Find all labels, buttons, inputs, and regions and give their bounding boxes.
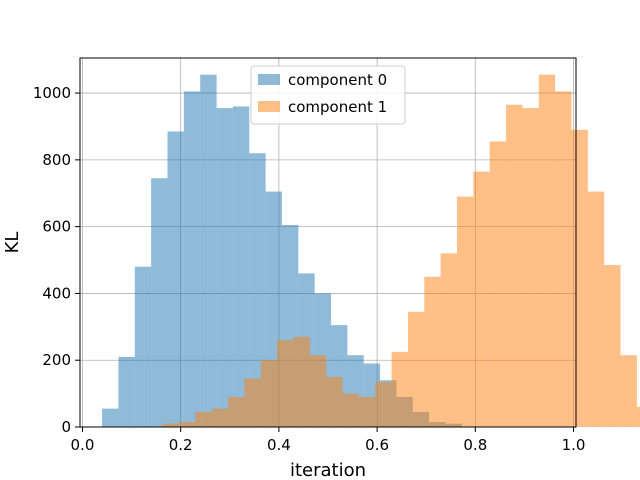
histogram-bar	[489, 141, 507, 427]
histogram-bar	[277, 340, 294, 427]
y-tick-label: 1000	[33, 84, 71, 102]
histogram-bar	[167, 131, 184, 427]
histogram-bar	[309, 355, 327, 427]
histogram-bar	[555, 91, 572, 427]
histogram-bar	[216, 108, 233, 427]
histogram-bar	[457, 196, 474, 427]
histogram-bar	[571, 129, 588, 427]
histogram-bar	[440, 253, 458, 427]
histogram-bar	[424, 276, 441, 427]
y-tick-label: 800	[42, 151, 71, 169]
legend: component 0 component 1	[250, 65, 406, 125]
histogram-bar	[473, 171, 490, 427]
histogram-bar	[326, 376, 343, 427]
plot-area-frame	[79, 57, 577, 428]
x-tick-label: 0.6	[365, 436, 389, 454]
x-tick-label: 0.2	[169, 436, 193, 454]
legend-label: component 1	[288, 98, 387, 116]
histogram-bar	[620, 355, 637, 427]
legend-swatch	[258, 74, 280, 85]
histogram-bar	[211, 408, 229, 427]
x-tick-label: 0.4	[267, 436, 291, 454]
histogram-bar	[538, 74, 556, 427]
histogram-bar	[179, 421, 196, 427]
histogram-bar	[260, 360, 278, 427]
y-tick-label: 600	[42, 218, 71, 236]
histogram-bar	[244, 378, 261, 427]
axis-ticks: 0.0 0.2 0.4 0.6 0.8 1.0 0 200 400 600 800 1000	[33, 84, 586, 454]
x-axis-label: iteration	[290, 460, 366, 480]
histogram-bar	[151, 178, 168, 427]
histogram-bar	[506, 104, 523, 427]
histogram-bar	[522, 108, 539, 427]
histogram-bar	[636, 406, 640, 427]
legend-swatch	[258, 101, 280, 112]
histogram-bar	[407, 311, 425, 427]
x-tick-label: 1.0	[562, 436, 586, 454]
histogram-bar	[587, 191, 605, 427]
histogram-bar	[293, 336, 310, 427]
histogram-bar	[200, 74, 217, 427]
x-tick-label: 0.8	[463, 436, 487, 454]
y-tick-label: 400	[42, 284, 71, 302]
y-axis-label: KL	[2, 232, 23, 254]
histogram-bar	[134, 266, 152, 427]
histogram-bar	[183, 91, 201, 427]
legend-label: component 0	[288, 71, 387, 89]
histogram-bar	[195, 411, 212, 427]
series-1-bars	[162, 74, 640, 427]
histogram-bar	[249, 153, 266, 428]
y-tick-label: 200	[42, 351, 71, 369]
legend-frame	[250, 65, 406, 125]
histogram-bar	[604, 265, 621, 427]
y-tick-label: 0	[61, 418, 71, 436]
histogram-bar	[228, 396, 245, 427]
histogram-bar	[232, 106, 250, 428]
histogram-bar	[375, 381, 392, 427]
histogram-bar	[118, 356, 135, 427]
histogram-bar	[358, 396, 376, 427]
histogram-bar	[391, 351, 408, 427]
histogram-bar	[162, 423, 180, 427]
histogram-bar	[102, 408, 119, 427]
x-tick-label: 0.0	[71, 436, 95, 454]
histogram-bar	[342, 393, 359, 427]
bars	[102, 74, 640, 428]
